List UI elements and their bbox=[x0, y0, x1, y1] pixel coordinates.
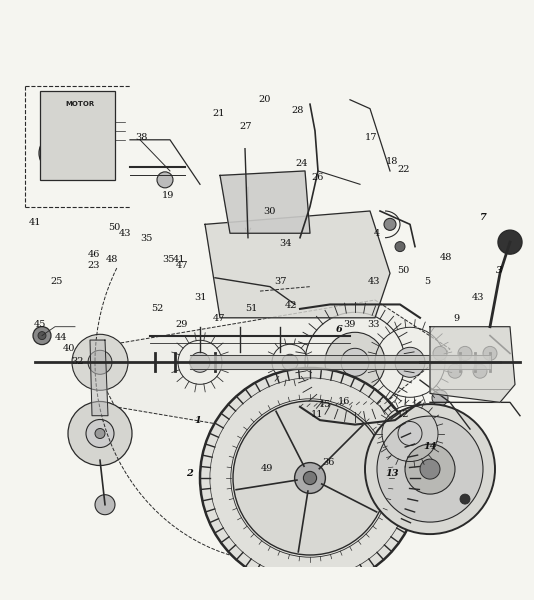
Circle shape bbox=[433, 346, 447, 361]
Circle shape bbox=[473, 364, 487, 378]
Circle shape bbox=[498, 230, 522, 254]
Circle shape bbox=[420, 459, 440, 479]
Text: 42: 42 bbox=[285, 301, 297, 310]
Circle shape bbox=[303, 472, 317, 485]
Text: 46: 46 bbox=[87, 250, 100, 259]
Text: 29: 29 bbox=[175, 320, 188, 329]
Text: 6: 6 bbox=[336, 325, 342, 334]
Text: 7: 7 bbox=[480, 213, 486, 222]
Text: 43: 43 bbox=[367, 277, 380, 286]
Circle shape bbox=[483, 346, 497, 361]
Text: 44: 44 bbox=[55, 333, 68, 342]
Text: 30: 30 bbox=[263, 208, 276, 217]
Circle shape bbox=[68, 401, 132, 466]
Text: 28: 28 bbox=[292, 106, 304, 115]
Text: 35: 35 bbox=[162, 256, 175, 265]
Text: 34: 34 bbox=[279, 239, 292, 248]
Circle shape bbox=[33, 326, 51, 344]
Polygon shape bbox=[85, 300, 450, 438]
Text: 43: 43 bbox=[472, 293, 484, 302]
Circle shape bbox=[448, 364, 462, 378]
Text: 36: 36 bbox=[322, 458, 335, 467]
Text: 47: 47 bbox=[175, 261, 188, 270]
Circle shape bbox=[88, 350, 112, 374]
Text: 50: 50 bbox=[109, 223, 121, 232]
Circle shape bbox=[200, 368, 420, 588]
Text: 49: 49 bbox=[261, 464, 273, 473]
Polygon shape bbox=[205, 211, 390, 318]
Text: 23: 23 bbox=[87, 261, 100, 270]
Circle shape bbox=[395, 242, 405, 251]
Text: 2: 2 bbox=[186, 469, 193, 478]
Text: 14: 14 bbox=[423, 442, 437, 451]
Circle shape bbox=[233, 401, 387, 555]
Text: 12: 12 bbox=[397, 410, 410, 419]
Polygon shape bbox=[90, 340, 108, 416]
Circle shape bbox=[39, 134, 77, 172]
Polygon shape bbox=[430, 326, 515, 403]
Text: 4: 4 bbox=[373, 229, 380, 238]
Text: 48: 48 bbox=[106, 256, 119, 265]
Polygon shape bbox=[220, 171, 310, 233]
Text: 47: 47 bbox=[213, 314, 225, 323]
Text: 41: 41 bbox=[172, 256, 185, 265]
Circle shape bbox=[432, 390, 448, 406]
Text: 41: 41 bbox=[28, 218, 41, 227]
Text: 31: 31 bbox=[194, 293, 207, 302]
Circle shape bbox=[95, 428, 105, 439]
Circle shape bbox=[157, 172, 173, 188]
Text: 33: 33 bbox=[367, 320, 380, 329]
Text: 39: 39 bbox=[343, 320, 356, 329]
Circle shape bbox=[341, 348, 369, 376]
Circle shape bbox=[365, 404, 495, 534]
Circle shape bbox=[384, 218, 396, 230]
Circle shape bbox=[282, 354, 298, 370]
Text: 35: 35 bbox=[140, 234, 153, 243]
Circle shape bbox=[405, 444, 455, 494]
Text: 1: 1 bbox=[194, 416, 201, 425]
Circle shape bbox=[95, 494, 115, 515]
Circle shape bbox=[50, 145, 66, 161]
Circle shape bbox=[325, 332, 385, 392]
Circle shape bbox=[458, 346, 472, 361]
Text: 26: 26 bbox=[311, 173, 324, 182]
Text: 3: 3 bbox=[496, 266, 502, 275]
Circle shape bbox=[460, 494, 470, 504]
Text: 25: 25 bbox=[50, 277, 62, 286]
Text: 32: 32 bbox=[71, 357, 84, 366]
Text: 20: 20 bbox=[258, 95, 271, 104]
Text: 37: 37 bbox=[274, 277, 287, 286]
Text: 24: 24 bbox=[295, 160, 308, 169]
Text: 5: 5 bbox=[424, 277, 430, 286]
Circle shape bbox=[395, 347, 425, 377]
Circle shape bbox=[398, 421, 422, 445]
Text: 13: 13 bbox=[386, 469, 399, 478]
Text: 11: 11 bbox=[310, 410, 323, 419]
Circle shape bbox=[38, 332, 46, 340]
Text: 50: 50 bbox=[397, 266, 409, 275]
Text: 9: 9 bbox=[453, 314, 460, 323]
Text: 27: 27 bbox=[239, 122, 252, 131]
Text: MOTOR: MOTOR bbox=[65, 101, 95, 107]
Text: 45: 45 bbox=[34, 320, 46, 329]
Text: 16: 16 bbox=[338, 397, 351, 406]
Text: 22: 22 bbox=[397, 164, 410, 173]
Text: 15: 15 bbox=[318, 400, 331, 409]
Circle shape bbox=[190, 352, 210, 372]
Text: 19: 19 bbox=[162, 191, 175, 200]
Text: 51: 51 bbox=[245, 304, 257, 313]
Text: 43: 43 bbox=[119, 229, 132, 238]
Text: 21: 21 bbox=[213, 109, 225, 118]
Text: 17: 17 bbox=[365, 133, 378, 142]
Text: 38: 38 bbox=[135, 133, 148, 142]
Circle shape bbox=[86, 419, 114, 448]
Text: 18: 18 bbox=[386, 157, 399, 166]
Text: 40: 40 bbox=[63, 344, 76, 353]
Circle shape bbox=[377, 416, 483, 522]
Circle shape bbox=[72, 334, 128, 390]
Circle shape bbox=[295, 463, 325, 493]
Text: 48: 48 bbox=[439, 253, 452, 262]
Text: 52: 52 bbox=[151, 304, 164, 313]
FancyBboxPatch shape bbox=[40, 91, 115, 180]
